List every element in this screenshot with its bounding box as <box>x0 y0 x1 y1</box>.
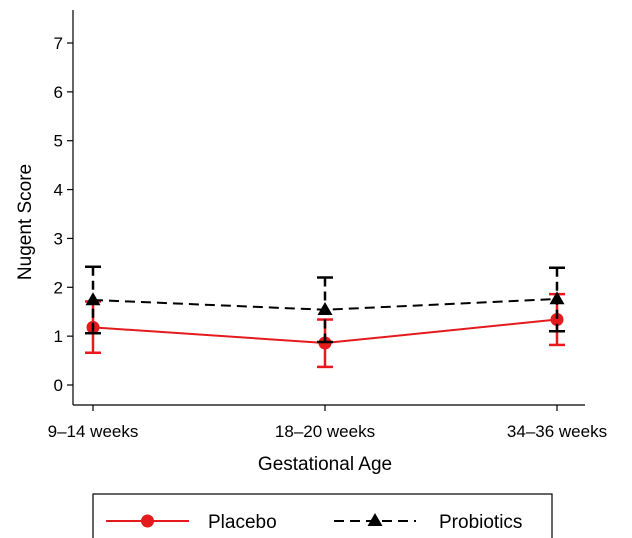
y-tick-label: 1 <box>54 327 63 346</box>
legend-label-probiotics: Probiotics <box>439 512 522 533</box>
legend-marker-placebo <box>141 514 154 528</box>
y-tick-label: 5 <box>54 132 63 151</box>
x-tick-label: 34–36 weeks <box>507 422 607 441</box>
y-tick-label: 0 <box>54 376 63 395</box>
data-point <box>317 301 333 315</box>
data-point <box>549 291 565 305</box>
x-tick-label: 18–20 weeks <box>275 422 375 441</box>
y-tick-label: 6 <box>54 83 63 102</box>
x-tick-label: 9–14 weeks <box>48 422 139 441</box>
legend-label-placebo: Placebo <box>208 512 277 533</box>
series-probiotics <box>85 265 565 344</box>
legend: Placebo Probiotics <box>92 493 553 538</box>
legend-marker-probiotics <box>367 513 383 526</box>
y-tick-label: 2 <box>54 278 63 297</box>
legend-box <box>92 493 553 538</box>
data-point <box>550 313 564 327</box>
data-point <box>85 292 101 306</box>
y-tick-label: 7 <box>54 34 63 53</box>
y-axis-title: Nugent Score <box>15 164 36 280</box>
y-tick-label: 3 <box>54 229 63 248</box>
y-tick-label: 4 <box>54 181 63 200</box>
x-axis-title: Gestational Age <box>258 454 392 475</box>
series-layer <box>85 265 565 369</box>
axes: 0 1 2 3 4 5 6 7 9–14 weeks 18–20 weeks 34–36 weeks <box>48 10 607 441</box>
